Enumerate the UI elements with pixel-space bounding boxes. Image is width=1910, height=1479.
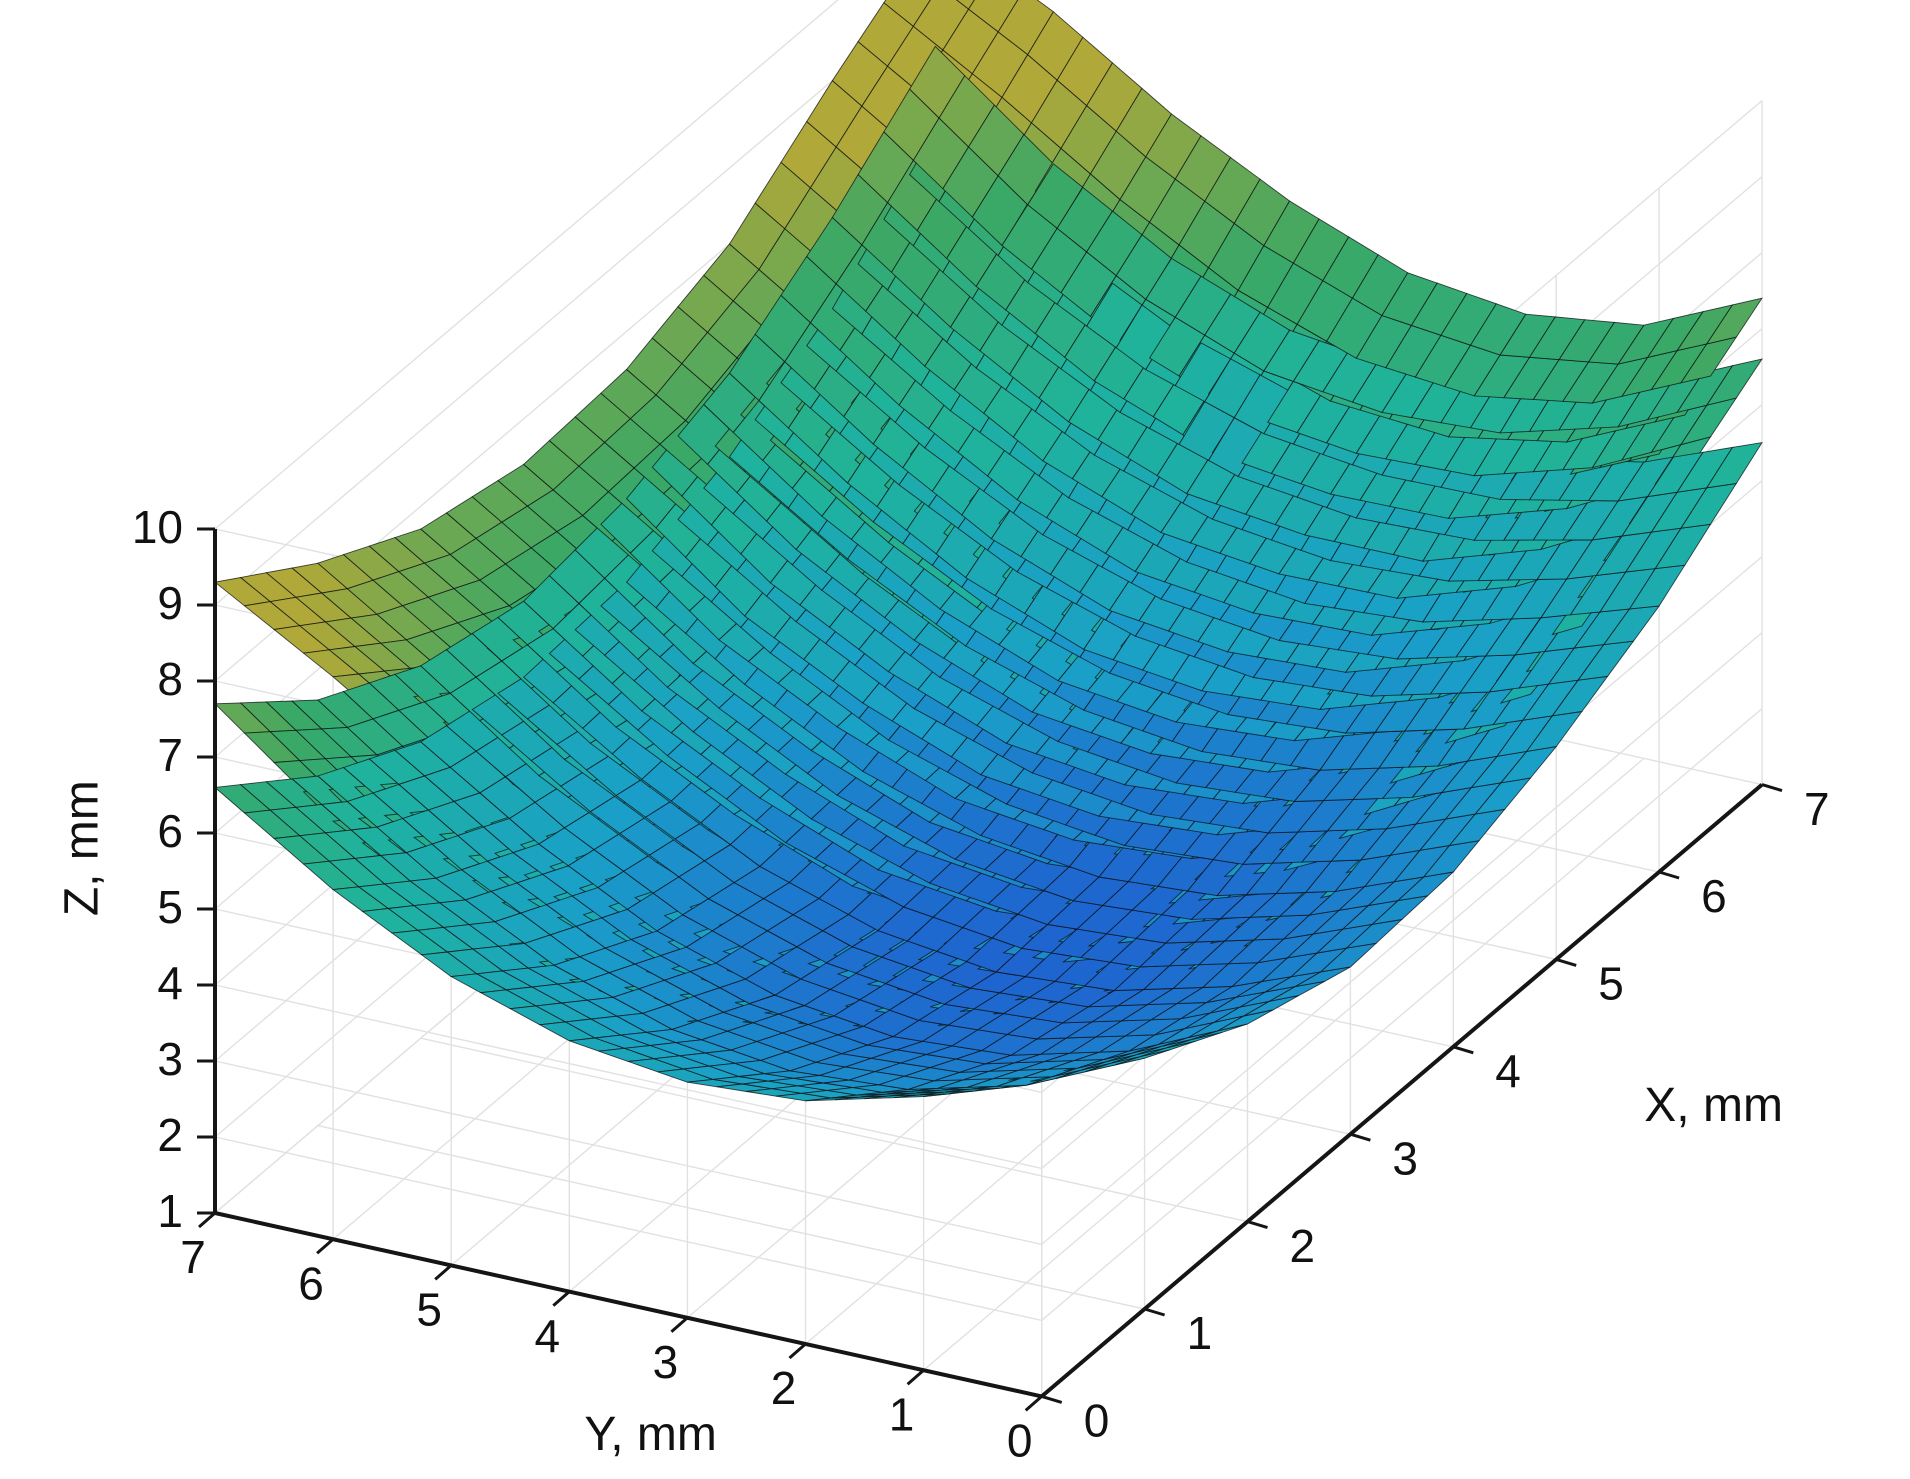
x-tick-label: 3: [1392, 1132, 1418, 1184]
y-tick-mark: [788, 1342, 807, 1360]
x-tick-label: 1: [1187, 1307, 1213, 1359]
y-tick-label: 3: [653, 1336, 679, 1388]
z-tick-label: 6: [157, 805, 183, 857]
x-tick-mark: [1452, 1045, 1474, 1055]
y-axis-label: Y, mm: [584, 1408, 716, 1461]
side-wall-gridline: [214, 0, 839, 530]
z-tick-label: 4: [157, 957, 183, 1009]
surface-layer: [213, 0, 1763, 1102]
floor-gridline: [420, 1037, 1248, 1223]
y-tick-label: 2: [771, 1362, 797, 1414]
y-tick-mark: [434, 1264, 453, 1281]
y-axis-line: [214, 1211, 1043, 1399]
x-tick-mark: [1658, 870, 1680, 880]
y-tick-mark: [316, 1238, 335, 1255]
y-tick-mark: [1024, 1395, 1043, 1412]
x-tick-mark: [1247, 1220, 1268, 1230]
surface-patch: [883, 0, 931, 27]
axis-layer: [213, 529, 1764, 1399]
y-tick-mark: [906, 1369, 925, 1386]
y-tick-label: 0: [1007, 1415, 1033, 1467]
x-tick-mark: [1761, 783, 1783, 793]
y-tick-label: 1: [889, 1388, 915, 1440]
z-tick-label: 10: [132, 501, 183, 553]
label-layer: Z, mm Y, mm X, mm: [56, 780, 1783, 1461]
y-tick-mark: [198, 1211, 216, 1229]
x-axis-line: [1040, 783, 1764, 1398]
x-tick-mark: [1555, 957, 1577, 967]
z-tick-label: 3: [157, 1033, 183, 1085]
x-tick-label: 6: [1701, 870, 1727, 922]
x-tick-label: 7: [1804, 783, 1830, 835]
y-tick-label: 7: [180, 1231, 206, 1283]
z-tick-label: 9: [157, 577, 183, 629]
y-tick-label: 4: [535, 1310, 561, 1362]
y-tick-label: 5: [416, 1284, 442, 1336]
y-tick-mark: [552, 1290, 571, 1307]
surface-patch: [1705, 297, 1763, 345]
x-tick-label: 0: [1084, 1395, 1110, 1447]
surface-patch: [1705, 441, 1763, 489]
z-tick-label: 5: [157, 881, 183, 933]
y-tick-mark: [670, 1316, 689, 1333]
z-tick-label: 7: [157, 729, 183, 781]
z-axis-label: Z, mm: [56, 780, 109, 916]
x-tick-label: 2: [1290, 1220, 1316, 1272]
x-tick-mark: [1041, 1394, 1063, 1404]
x-tick-label: 4: [1495, 1045, 1521, 1097]
x-tick-mark: [1144, 1307, 1166, 1317]
x-axis-label: X, mm: [1644, 1079, 1783, 1132]
side-wall-gridline: [214, 0, 929, 606]
z-tick-label: 8: [157, 653, 183, 705]
z-tick-label: 2: [157, 1109, 183, 1161]
y-tick-label: 6: [298, 1257, 324, 1309]
x-tick-mark: [1349, 1132, 1371, 1142]
z-tick-label: 1: [157, 1185, 183, 1237]
surface-patch: [1705, 358, 1763, 406]
floor-gridline: [317, 1124, 1145, 1310]
x-tick-label: 5: [1598, 958, 1624, 1010]
floor-gridline: [923, 757, 1645, 1371]
